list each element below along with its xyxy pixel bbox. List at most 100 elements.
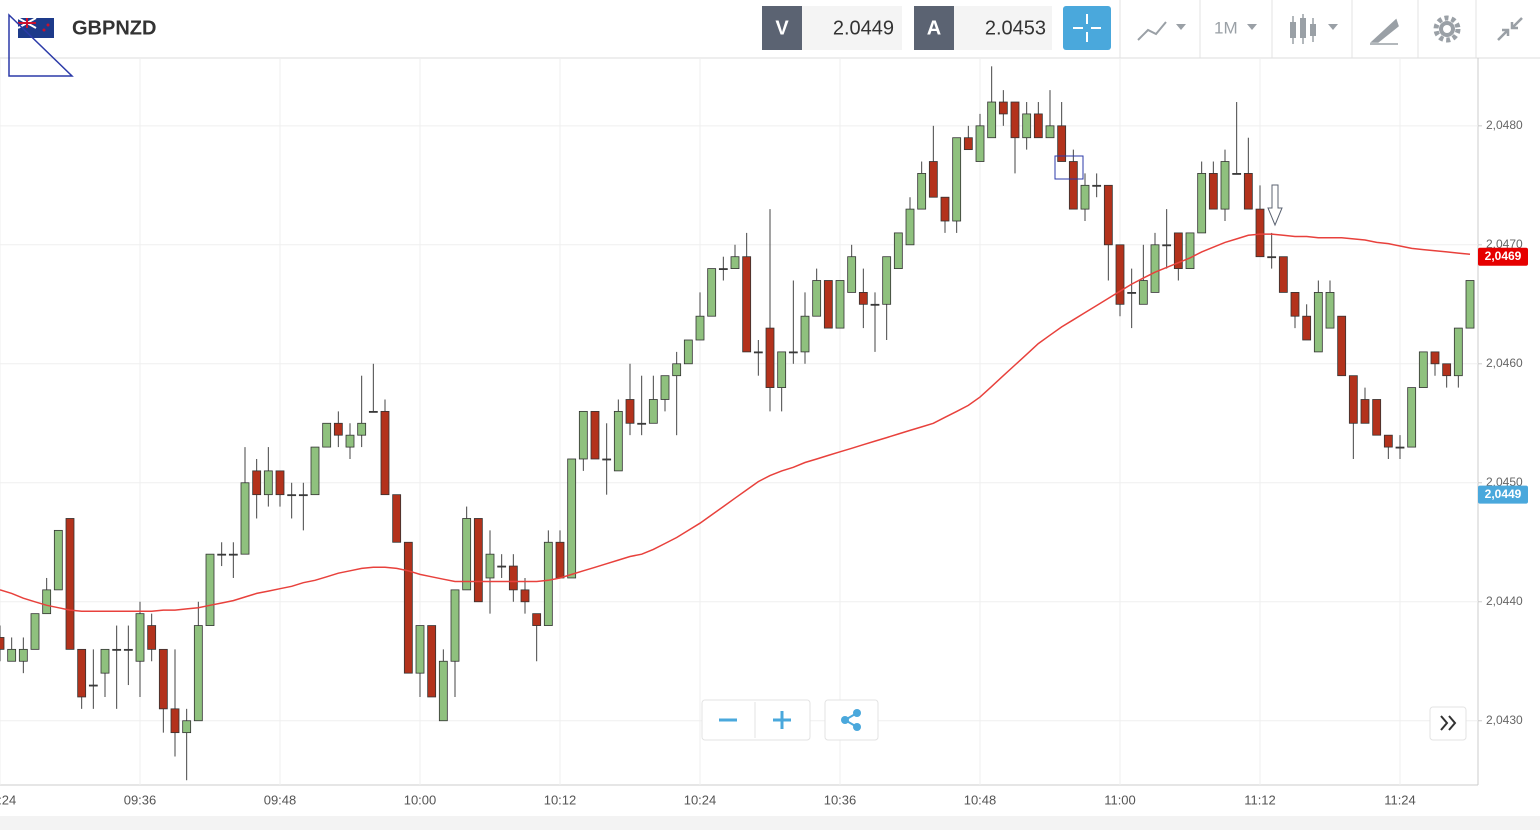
candle-body <box>1068 161 1078 210</box>
candle-body <box>1453 327 1463 377</box>
candle-body <box>928 161 938 198</box>
candle-body <box>823 280 833 329</box>
candle-body <box>1092 184 1102 187</box>
candle-body <box>240 482 250 555</box>
candle-body <box>1290 292 1300 317</box>
buy-label: A <box>927 17 941 39</box>
candle-body <box>578 410 588 460</box>
sell-button[interactable] <box>762 6 802 50</box>
moving-average <box>0 233 1471 613</box>
candle-body <box>263 470 273 496</box>
candle-body <box>170 708 180 734</box>
candle-body <box>1337 315 1347 377</box>
candle-body <box>147 625 157 650</box>
candle-body <box>65 518 75 650</box>
candle-body <box>1150 244 1160 293</box>
drawing-annotation <box>8 13 74 77</box>
x-tick-label: 09:48 <box>264 792 297 807</box>
candle-body <box>1080 184 1090 210</box>
zoom-controls <box>701 699 811 741</box>
collapse-button[interactable] <box>1497 17 1523 41</box>
settings-button[interactable] <box>1433 15 1461 43</box>
price-tag-label: 2,0469 <box>1485 249 1522 263</box>
indicators-button[interactable] <box>1137 21 1186 41</box>
candle-body <box>613 410 623 472</box>
candle-body <box>30 613 40 650</box>
candle-body <box>357 422 367 436</box>
candle-body <box>7 648 17 662</box>
candle-body <box>1383 434 1393 448</box>
candle-body <box>730 256 740 270</box>
candle-body <box>555 541 565 579</box>
candle-body <box>53 529 63 591</box>
scroll-to-end-button[interactable] <box>1429 706 1467 741</box>
x-tick-label: 09:36 <box>124 792 157 807</box>
draw-tool-button[interactable] <box>1370 18 1399 45</box>
candle-body <box>1325 292 1335 329</box>
candle-body <box>1278 256 1288 293</box>
candle-body <box>870 303 880 306</box>
price-tag <box>1478 247 1528 266</box>
crosshair-button[interactable] <box>1063 6 1111 50</box>
zoom-in[interactable] <box>773 711 791 729</box>
candle-body <box>543 541 553 626</box>
y-tick-label: 2,0470 <box>1486 237 1523 251</box>
candle-body <box>940 196 950 222</box>
candle-body <box>1302 315 1312 341</box>
candle-body <box>567 458 577 579</box>
candle-body <box>403 541 413 674</box>
candle-body <box>158 648 168 710</box>
candle-body <box>1418 351 1428 388</box>
candle-body <box>1033 113 1043 139</box>
chart-type-button[interactable] <box>1290 14 1338 44</box>
candle-body <box>508 565 518 591</box>
sell-price-box <box>802 6 902 50</box>
candle-body <box>905 208 915 246</box>
candle-body <box>1372 399 1382 436</box>
buy-button[interactable] <box>914 6 954 50</box>
share-button[interactable] <box>824 699 879 741</box>
timeframe-caret <box>1247 24 1257 30</box>
candle-body <box>777 351 787 388</box>
candle-body <box>18 648 28 662</box>
candle-body <box>310 446 320 496</box>
candle-body <box>135 613 145 662</box>
candle-body <box>1313 292 1323 353</box>
y-tick-label: 2,0440 <box>1486 594 1523 608</box>
y-tick-label: 2,0450 <box>1486 475 1523 489</box>
axes: 2,0430 2,0440 2,0450 2,0460 2,0470 2,0480 09:2… <box>0 118 1528 807</box>
candle-body <box>287 494 297 497</box>
candle-body <box>520 589 530 603</box>
candle-body <box>753 351 763 354</box>
candle-body <box>462 518 472 591</box>
candle-body <box>1255 208 1265 258</box>
candle-body <box>835 280 845 329</box>
candle-body <box>1243 173 1253 210</box>
candle-body <box>1197 173 1207 234</box>
candle-body <box>123 648 133 651</box>
candle-body <box>812 280 822 317</box>
candle-body <box>765 327 775 388</box>
candle-body <box>1232 173 1242 175</box>
arrow-annotation <box>1267 184 1283 227</box>
candle-body <box>987 101 997 139</box>
candle-body <box>1430 351 1440 365</box>
candle-body <box>450 589 460 662</box>
grid <box>0 58 1478 785</box>
candle-body <box>847 256 857 293</box>
candle-body <box>1208 173 1218 210</box>
candle-body <box>415 625 425 674</box>
candle-body <box>322 422 332 448</box>
y-tick-label: 2,0460 <box>1486 356 1523 370</box>
candle-body <box>497 565 507 568</box>
candle-body <box>77 648 87 698</box>
candle-body <box>695 315 705 341</box>
timeframe[interactable]: 1M <box>1214 18 1238 37</box>
x-tick-label: 11:00 <box>1104 792 1136 807</box>
toolbar-separators <box>1119 0 1477 58</box>
y-tick-label: 2,0480 <box>1486 118 1523 132</box>
candle-body <box>602 458 612 461</box>
buy-price-box <box>954 6 1052 50</box>
candle-body <box>333 422 343 436</box>
